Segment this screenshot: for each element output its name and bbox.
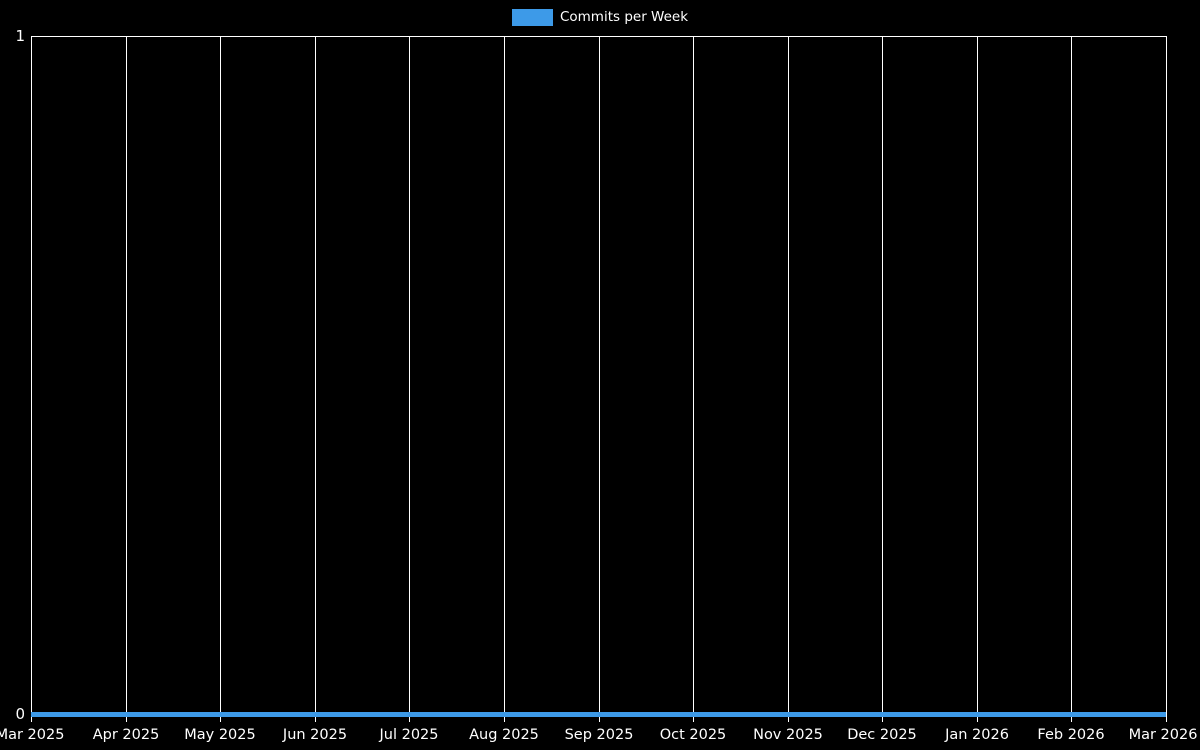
x-tick-aug-2025: Aug 2025 [469, 727, 539, 743]
x-tick-apr-2025: Apr 2025 [92, 727, 160, 743]
x-tick-jun-2025: Jun 2025 [282, 727, 348, 743]
plot-top-border [31, 36, 1166, 37]
gridline-nov-2025 [788, 36, 789, 722]
gridline-aug-2025 [504, 36, 505, 722]
x-tick-mar-2025: Mar 2025 [0, 727, 65, 743]
x-tick-jan-2026: Jan 2026 [945, 727, 1009, 743]
gridline-mar-2025 [31, 36, 32, 722]
x-tick-nov-2025: Nov 2025 [753, 727, 823, 743]
x-tick-may-2025: May 2025 [184, 727, 256, 743]
gridline-may-2025 [220, 36, 221, 722]
series-line-commits-per-week [31, 712, 1166, 717]
gridline-apr-2025 [126, 36, 127, 722]
gridline-dec-2025 [882, 36, 883, 722]
y-axis-tick-label-top: 1 [15, 27, 25, 45]
legend-swatch-commits-per-week [511, 8, 553, 26]
x-tick-feb-2026: Feb 2026 [1037, 727, 1105, 743]
gridline-sep-2025 [599, 36, 600, 722]
gridline-jul-2025 [409, 36, 410, 722]
x-tick-sep-2025: Sep 2025 [564, 727, 634, 743]
legend-label-commits-per-week: Commits per Week [559, 8, 689, 25]
gridline-oct-2025 [693, 36, 694, 722]
y-axis-tick-label-bottom: 0 [15, 705, 25, 723]
x-tick-dec-2025: Dec 2025 [847, 727, 917, 743]
chart-legend: Commits per Week [0, 5, 1200, 29]
x-tick-mar-2026: Mar 2026 [1128, 727, 1198, 743]
gridline-jan-2026 [977, 36, 978, 722]
gridline-feb-2026 [1071, 36, 1072, 722]
gridline-mar-2026 [1166, 36, 1167, 722]
gridline-jun-2025 [315, 36, 316, 722]
x-tick-jul-2025: Jul 2025 [379, 727, 439, 743]
x-tick-oct-2025: Oct 2025 [659, 727, 727, 743]
